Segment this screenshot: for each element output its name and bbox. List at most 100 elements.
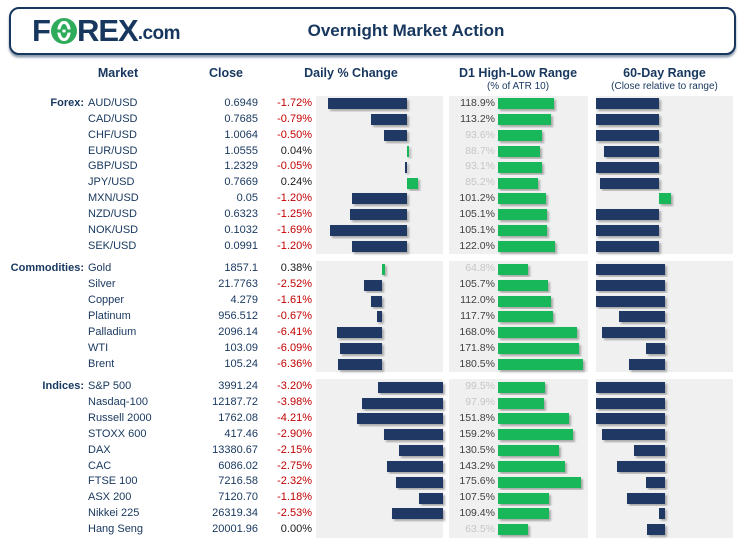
d1-range-plot: 93.1%: [449, 159, 588, 176]
range60-bar: [596, 130, 660, 142]
d1-range-plot: 88.7%: [449, 143, 588, 160]
range60-plot-cell: [588, 506, 733, 522]
atr-bar: [498, 343, 579, 355]
atr-value: 151.8%: [459, 412, 495, 425]
daily-change-value: -2.90%: [277, 427, 312, 440]
atr-bar: [498, 177, 539, 189]
range60-bar: [596, 240, 660, 252]
daily-change-plot: [316, 159, 443, 176]
page-title: Overnight Market Action: [307, 21, 505, 40]
daily-change-plot-cell: [312, 159, 443, 176]
range60-plot: [596, 324, 733, 341]
section-label: [0, 191, 86, 207]
table-row: Palladium 2096.14 -6.41% 168.0%: [0, 324, 749, 341]
market-name: SEK/USD: [88, 239, 137, 252]
table-row: MXN/USD 0.05 -1.20% 101.2%: [0, 191, 749, 207]
atr-bar: [498, 327, 578, 339]
atr-bar: [498, 114, 552, 126]
daily-change-plot: [316, 96, 443, 112]
daily-change-plot-cell: [312, 261, 443, 278]
d1-range-plot: 171.8%: [449, 340, 588, 357]
daily-change-bar: [362, 397, 443, 409]
daily-change-plot-cell: [312, 127, 443, 144]
range60-plot: [596, 175, 733, 192]
daily-change-plot: [316, 356, 443, 373]
range60-plot-cell: [588, 395, 733, 412]
range60-bar: [618, 311, 666, 323]
daily-change-bar: [370, 114, 407, 126]
d1-range-plot: 112.0%: [449, 293, 588, 309]
daily-change-value: -2.15%: [277, 443, 312, 456]
daily-change-plot-cell: [312, 277, 443, 294]
section-label: [0, 128, 86, 144]
close-value: 1.0064: [224, 128, 258, 141]
range60-bar: [629, 358, 666, 370]
market-name: Palladium: [88, 325, 137, 338]
daily-change-bar: [391, 508, 443, 520]
range60-bar: [646, 476, 666, 488]
daily-change-bar: [399, 445, 443, 457]
range60-plot: [596, 96, 733, 112]
table-row: Silver 21.7763 -2.52% 105.7%: [0, 277, 749, 294]
daily-change-value: -2.32%: [277, 475, 312, 488]
daily-change-plot-cell: [312, 426, 443, 443]
close-value: 0.1032: [224, 223, 258, 236]
daily-change-bar: [339, 343, 383, 355]
daily-change-plot: [316, 175, 443, 192]
close-value: 26319.34: [212, 507, 258, 520]
daily-change-bar: [395, 476, 443, 488]
section-label: [0, 159, 86, 175]
atr-value: 101.2%: [459, 192, 495, 205]
section-label: Commodities:: [10, 262, 84, 275]
d1-range-plot-cell: 107.5%: [443, 490, 588, 507]
d1-range-plot-cell: 159.2%: [443, 426, 588, 443]
market-name: Russell 2000: [88, 412, 152, 425]
section-label: Indices:: [42, 380, 84, 393]
range60-bar: [659, 193, 672, 205]
section-label: [0, 474, 86, 490]
range60-plot-cell: [588, 206, 733, 223]
market-name: Hang Seng: [88, 522, 144, 535]
logo-text-f: F: [32, 13, 51, 48]
d1-range-plot-cell: 105.7%: [443, 277, 588, 294]
atr-bar: [498, 524, 528, 536]
daily-change-plot-cell: [312, 324, 443, 341]
daily-change-plot: [316, 191, 443, 207]
range60-plot: [596, 222, 733, 239]
range60-plot-cell: [588, 111, 733, 128]
daily-change-bar: [387, 460, 443, 472]
atr-value: 143.2%: [459, 459, 495, 472]
market-name: FTSE 100: [88, 475, 138, 488]
daily-change-bar: [357, 413, 443, 425]
daily-change-bar: [328, 98, 407, 110]
range60-plot: [596, 206, 733, 223]
daily-change-bar: [351, 240, 407, 252]
daily-change-value: 0.24%: [280, 176, 312, 189]
daily-change-bar: [382, 263, 385, 275]
daily-change-plot: [316, 261, 443, 278]
daily-change-plot: [316, 293, 443, 309]
range60-plot: [596, 490, 733, 507]
d1-range-plot: 105.1%: [449, 206, 588, 223]
daily-change-plot: [316, 426, 443, 443]
range60-plot-cell: [588, 127, 733, 144]
d1-range-plot: 130.5%: [449, 442, 588, 459]
range60-plot-cell: [588, 238, 733, 255]
range60-plot-cell: [588, 426, 733, 443]
range60-plot: [596, 411, 733, 427]
table-row: ASX 200 7120.70 -1.18% 107.5%: [0, 490, 749, 507]
market-name: EUR/USD: [88, 144, 138, 157]
close-value: 20001.96: [212, 522, 258, 535]
d1-range-plot-cell: 117.7%: [443, 308, 588, 325]
daily-change-plot: [316, 411, 443, 427]
table-row: Copper 4.279 -1.61% 112.0%: [0, 293, 749, 309]
market-name: Silver: [88, 278, 116, 291]
atr-bar: [498, 279, 548, 291]
atr-value: 175.6%: [459, 475, 495, 488]
daily-change-plot-cell: [312, 379, 443, 396]
logo-text-rex: REX: [76, 13, 139, 48]
daily-change-plot-cell: [312, 458, 443, 475]
daily-change-bar: [377, 381, 443, 393]
table-row: Nasdaq-100 12187.72 -3.98% 97.9%: [0, 395, 749, 412]
close-value: 103.09: [224, 341, 258, 354]
